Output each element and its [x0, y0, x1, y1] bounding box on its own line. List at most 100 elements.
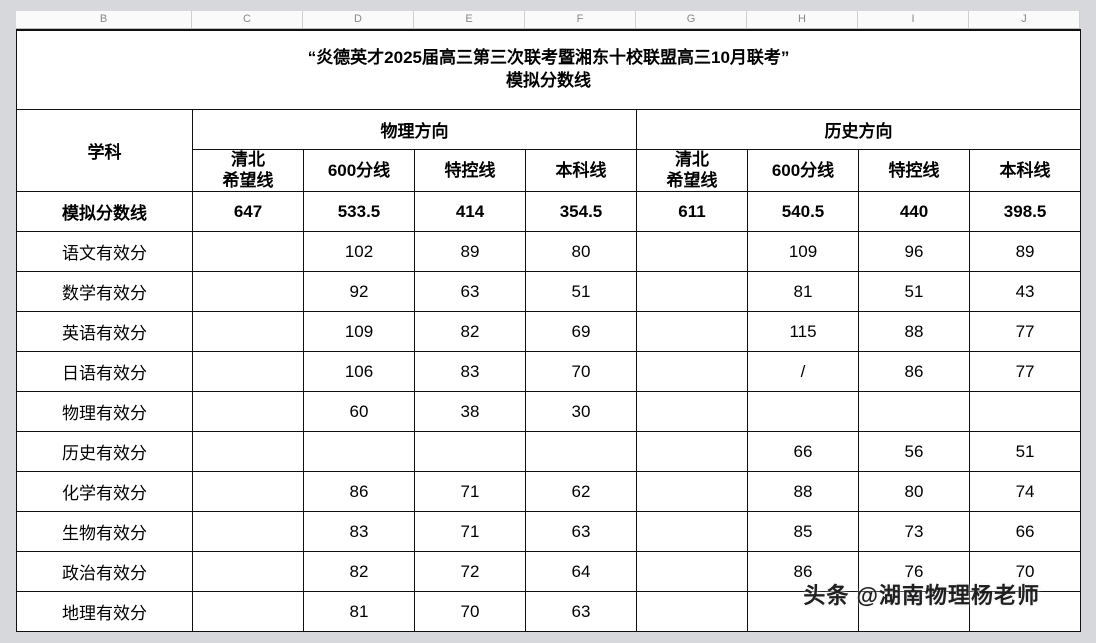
cell: 88 [859, 312, 970, 352]
cell [748, 392, 859, 432]
summary-row: 模拟分数线 647 533.5 414 354.5 611 540.5 440 … [17, 192, 1081, 232]
sum-h-bk: 398.5 [970, 192, 1081, 232]
score-table: “炎德英才2025届高三第三次联考暨湘东十校联盟高三10月联考” 模拟分数线 学… [16, 29, 1081, 632]
cell: 71 [415, 472, 526, 512]
cell: 51 [526, 272, 637, 312]
cell: 77 [970, 312, 1081, 352]
cell: 51 [859, 272, 970, 312]
column-ruler: B C D E F G H I J [16, 11, 1080, 29]
cell: 77 [970, 352, 1081, 392]
cell [637, 232, 748, 272]
table-title: “炎德英才2025届高三第三次联考暨湘东十校联盟高三10月联考” 模拟分数线 [17, 30, 1081, 110]
cell [415, 432, 526, 472]
col-group-history: 历史方向 [637, 110, 1081, 150]
col-label-E: E [414, 11, 525, 28]
cell: 64 [526, 552, 637, 592]
cell: 86 [859, 352, 970, 392]
cell: 109 [748, 232, 859, 272]
cell: 74 [970, 472, 1081, 512]
row-label: 英语有效分 [17, 312, 193, 352]
col-hist-600: 600分线 [748, 150, 859, 192]
sum-p-tk: 414 [415, 192, 526, 232]
cell: 109 [304, 312, 415, 352]
cell [193, 312, 304, 352]
cell [193, 512, 304, 552]
cell [637, 512, 748, 552]
row-label: 数学有效分 [17, 272, 193, 312]
cell: 60 [304, 392, 415, 432]
col-label-B: B [16, 11, 192, 28]
cell: 85 [748, 512, 859, 552]
row-label: 生物有效分 [17, 512, 193, 552]
col-label-H: H [747, 11, 858, 28]
cell [637, 392, 748, 432]
cell: 30 [526, 392, 637, 432]
cell [637, 352, 748, 392]
cell: 73 [859, 512, 970, 552]
cell: 82 [304, 552, 415, 592]
cell [193, 552, 304, 592]
cell: 83 [415, 352, 526, 392]
sum-h-tk: 440 [859, 192, 970, 232]
cell: 70 [970, 552, 1081, 592]
row-label: 历史有效分 [17, 432, 193, 472]
cell [859, 392, 970, 432]
col-phys-tk: 特控线 [415, 150, 526, 192]
cell [193, 392, 304, 432]
table-row: 生物有效分837163857366 [17, 512, 1081, 552]
cell: 81 [304, 592, 415, 632]
cell [304, 432, 415, 472]
cell: / [748, 352, 859, 392]
col-phys-qb: 清北 希望线 [193, 150, 304, 192]
table-row: 化学有效分867162888074 [17, 472, 1081, 512]
sum-p-bk: 354.5 [526, 192, 637, 232]
cell [970, 392, 1081, 432]
col-subject: 学科 [17, 110, 193, 192]
cell [637, 312, 748, 352]
table-row: 数学有效分926351815143 [17, 272, 1081, 312]
cell [637, 432, 748, 472]
table-row: 语文有效分10289801099689 [17, 232, 1081, 272]
cell [637, 552, 748, 592]
col-label-J: J [969, 11, 1080, 28]
cell [193, 432, 304, 472]
cell: 106 [304, 352, 415, 392]
cell: 102 [304, 232, 415, 272]
cell: 63 [526, 512, 637, 552]
cell: 81 [748, 272, 859, 312]
cell [637, 272, 748, 312]
col-label-D: D [303, 11, 414, 28]
cell: 80 [526, 232, 637, 272]
cell: 43 [970, 272, 1081, 312]
row-label: 化学有效分 [17, 472, 193, 512]
cell [193, 272, 304, 312]
col-hist-bk: 本科线 [970, 150, 1081, 192]
cell [637, 472, 748, 512]
cell: 76 [859, 552, 970, 592]
row-label: 地理有效分 [17, 592, 193, 632]
col-label-G: G [636, 11, 747, 28]
cell [859, 592, 970, 632]
cell: 51 [970, 432, 1081, 472]
cell: 71 [415, 512, 526, 552]
row-label: 日语有效分 [17, 352, 193, 392]
col-hist-qb: 清北 希望线 [637, 150, 748, 192]
cell: 70 [415, 592, 526, 632]
cell [526, 432, 637, 472]
table-row: 地理有效分817063 [17, 592, 1081, 632]
summary-label: 模拟分数线 [17, 192, 193, 232]
cell: 80 [859, 472, 970, 512]
col-group-physics: 物理方向 [193, 110, 637, 150]
cell [193, 352, 304, 392]
cell [193, 592, 304, 632]
cell: 66 [970, 512, 1081, 552]
cell: 56 [859, 432, 970, 472]
sum-h-600: 540.5 [748, 192, 859, 232]
cell: 89 [415, 232, 526, 272]
col-phys-600: 600分线 [304, 150, 415, 192]
cell: 96 [859, 232, 970, 272]
cell [193, 472, 304, 512]
cell: 72 [415, 552, 526, 592]
title-line2: 模拟分数线 [506, 71, 591, 90]
cell [970, 592, 1081, 632]
